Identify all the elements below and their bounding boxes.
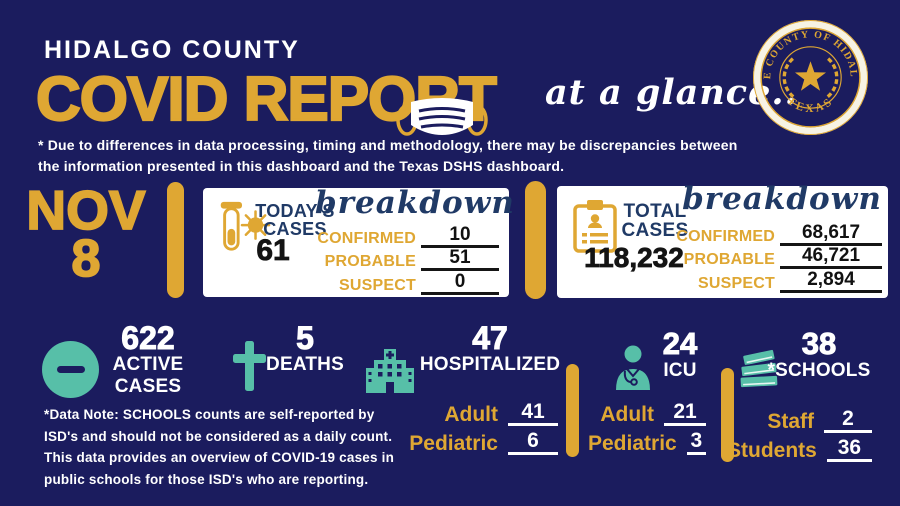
- icu-value: 24: [662, 326, 698, 361]
- divider-bar: [721, 368, 734, 462]
- icu-breakdown-table: Adult 21 Pediatric 3: [588, 397, 706, 455]
- clipboard-icon: [573, 200, 617, 253]
- table-row: SUSPECT 2,894: [672, 269, 882, 293]
- table-row: CONFIRMED 68,617: [672, 222, 882, 246]
- data-note-line-3: This data provides an overview of COVID-…: [44, 450, 395, 465]
- todays-breakdown-table: CONFIRMED 10 PROBABLE 51 SUSPECT 0: [299, 224, 499, 295]
- test-tube-icon: [220, 201, 271, 251]
- active-cases-stat: 622 ACTIVE CASES: [78, 322, 218, 398]
- total-cases-total: 118,232: [584, 242, 684, 274]
- hospitalized-breakdown-table: Adult 41 Pediatric 6: [400, 397, 558, 455]
- icu-label: ICU: [663, 360, 697, 381]
- table-row: SUSPECT 0: [299, 271, 499, 295]
- table-row: PROBABLE 46,721: [672, 246, 882, 269]
- table-row: Adult 21: [588, 397, 706, 426]
- minus-circle-icon: [42, 341, 99, 398]
- hospital-icon: [366, 349, 414, 393]
- county-seal: THE COUNTY OF HIDALGO TEXAS: [753, 20, 868, 135]
- schools-breakdown-table: Staff 2 Students 36: [727, 404, 872, 462]
- todays-cases-card: TODAY'S CASES 61 breakdown CONFIRMED 10 …: [203, 185, 515, 297]
- data-note: *Data Note: SCHOOLS counts are self-repo…: [44, 404, 394, 490]
- data-note-line-4: public schools for those ISD's who are r…: [44, 471, 369, 487]
- seal-bottom-text: TEXAS: [785, 95, 833, 115]
- table-row: Adult 41: [400, 397, 558, 426]
- cross-icon: [233, 341, 266, 391]
- date-month: NOV: [26, 179, 147, 241]
- icu-stat: 24 ICU: [645, 326, 715, 382]
- disclaimer-line-2: the information presented in this dashbo…: [38, 158, 565, 174]
- breakdown-heading: breakdown: [682, 181, 882, 217]
- disclaimer-line-1: * Due to differences in data processing,…: [38, 137, 738, 153]
- table-row: Pediatric 3: [588, 426, 706, 455]
- breakdown-heading: breakdown: [315, 185, 515, 221]
- schools-label: *SCHOOLS: [767, 360, 871, 381]
- todays-cases-total: 61: [256, 234, 290, 268]
- hospitalized-label: HOSPITALIZED: [419, 354, 561, 375]
- texas-star-icon: [794, 61, 827, 91]
- schools-value: 38: [801, 326, 837, 361]
- report-date: NOV 8: [24, 179, 148, 288]
- table-row: Students 36: [727, 433, 872, 462]
- table-row: Pediatric 6: [400, 426, 558, 455]
- divider-bar: [566, 364, 579, 457]
- total-cases-card: TOTAL CASES 118,232 breakdown CONFIRMED …: [557, 182, 888, 298]
- table-row: CONFIRMED 10: [299, 224, 499, 248]
- face-mask-icon: [396, 98, 488, 136]
- svg-text:TEXAS: TEXAS: [785, 95, 836, 115]
- table-row: PROBABLE 51: [299, 248, 499, 271]
- active-cases-value: 622: [121, 320, 175, 356]
- divider-bar: [167, 182, 184, 298]
- schools-stat: 38 *SCHOOLS: [763, 326, 875, 382]
- divider-bar: [525, 181, 546, 299]
- deaths-stat: 5 DEATHS: [265, 322, 345, 376]
- table-row: Staff 2: [727, 404, 872, 433]
- data-note-line-1: *Data Note: SCHOOLS counts are self-repo…: [44, 407, 375, 422]
- county-name: HIDALGO COUNTY: [44, 36, 300, 64]
- date-day: 8: [71, 230, 102, 288]
- books-icon: [739, 348, 779, 389]
- card-title: TOTAL CASES: [621, 201, 689, 241]
- deaths-value: 5: [296, 320, 315, 356]
- data-note-line-2: ISD's and should not be considered as a …: [44, 428, 393, 444]
- hospitalized-value: 47: [472, 320, 509, 356]
- deaths-label: DEATHS: [266, 354, 344, 375]
- card-title: TODAY'S CASES: [255, 201, 335, 239]
- hospitalized-stat: 47 HOSPITALIZED: [415, 322, 565, 376]
- doctor-icon: [616, 345, 650, 390]
- total-breakdown-table: CONFIRMED 68,617 PROBABLE 46,721 SUSPECT…: [672, 222, 882, 293]
- active-cases-label: ACTIVE CASES: [112, 354, 184, 397]
- disclaimer-text: * Due to differences in data processing,…: [38, 135, 737, 177]
